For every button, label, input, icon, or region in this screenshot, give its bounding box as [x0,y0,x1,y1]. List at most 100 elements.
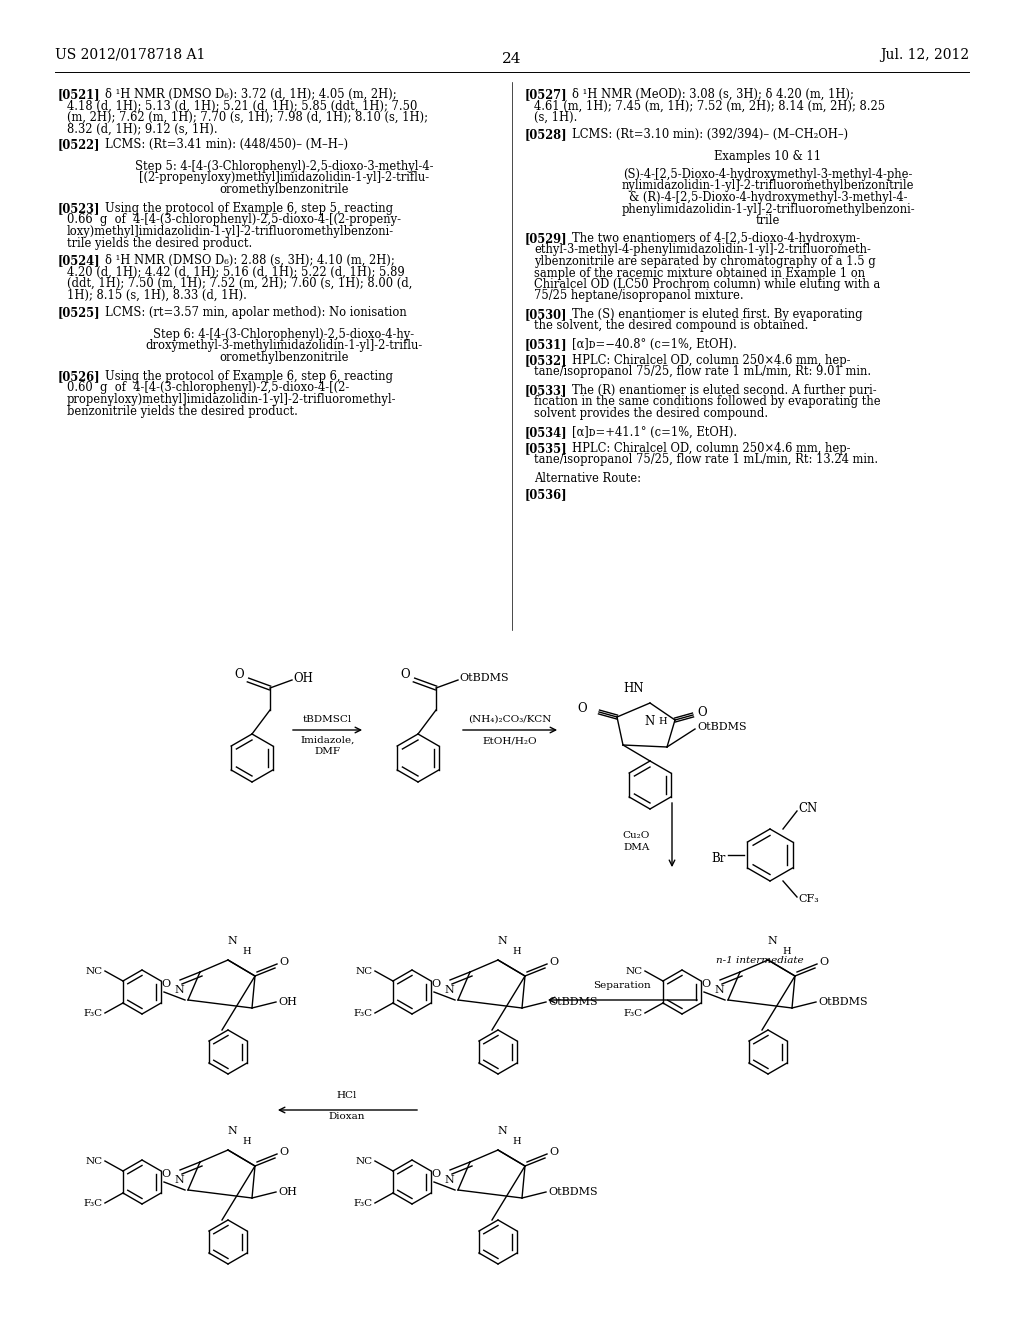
Text: (NH₄)₂CO₃/KCN: (NH₄)₂CO₃/KCN [468,715,552,723]
Text: [0533]: [0533] [525,384,567,397]
Text: F₃C: F₃C [624,1008,643,1018]
Text: Jul. 12, 2012: Jul. 12, 2012 [880,48,969,62]
Text: 1H); 8.15 (s, 1H), 8.33 (d, 1H).: 1H); 8.15 (s, 1H), 8.33 (d, 1H). [67,289,247,301]
Text: H: H [512,948,520,957]
Text: O: O [549,1147,558,1158]
Text: oromethylbenzonitrile: oromethylbenzonitrile [219,351,349,364]
Text: Chiralcel OD (LC50 Prochrom column) while eluting with a: Chiralcel OD (LC50 Prochrom column) whil… [534,279,881,290]
Text: benzonitrile yields the desired product.: benzonitrile yields the desired product. [67,404,298,417]
Text: N: N [174,985,184,995]
Text: [0529]: [0529] [525,232,567,246]
Text: Separation: Separation [593,981,651,990]
Text: OtBDMS: OtBDMS [548,997,598,1007]
Text: 24: 24 [502,51,522,66]
Text: [0530]: [0530] [525,308,567,321]
Text: H: H [512,1138,520,1147]
Text: H: H [242,1138,251,1147]
Text: sample of the racemic mixture obtained in Example 1 on: sample of the racemic mixture obtained i… [534,267,865,280]
Text: 8.32 (d, 1H); 9.12 (s, 1H).: 8.32 (d, 1H); 9.12 (s, 1H). [67,123,218,136]
Text: [α]ᴅ=−40.8° (c=1%, EtOH).: [α]ᴅ=−40.8° (c=1%, EtOH). [572,338,737,351]
Text: δ ¹H NMR (DMSO D₆): 2.88 (s, 3H); 4.10 (m, 2H);: δ ¹H NMR (DMSO D₆): 2.88 (s, 3H); 4.10 (… [105,253,394,267]
Text: N: N [444,985,454,995]
Text: [0524]: [0524] [58,253,100,267]
Text: [0525]: [0525] [58,306,100,319]
Text: H: H [658,717,667,726]
Text: tBDMSCl: tBDMSCl [303,715,352,723]
Text: N: N [227,936,237,946]
Text: OtBDMS: OtBDMS [459,673,509,682]
Text: O: O [431,1170,440,1179]
Text: (m, 2H); 7.62 (m, 1H); 7.70 (s, 1H); 7.98 (d, 1H); 8.10 (s, 1H);: (m, 2H); 7.62 (m, 1H); 7.70 (s, 1H); 7.9… [67,111,428,124]
Text: OH: OH [278,997,297,1007]
Text: F₃C: F₃C [84,1008,103,1018]
Text: [(2-propenyloxy)methyl]imidazolidin-1-yl]-2-triflu-: [(2-propenyloxy)methyl]imidazolidin-1-yl… [139,172,429,185]
Text: 4.20 (d, 1H); 4.42 (d, 1H); 5.16 (d, 1H); 5.22 (d, 1H); 5.89: 4.20 (d, 1H); 4.42 (d, 1H); 5.16 (d, 1H)… [67,265,404,279]
Text: LCMS: (rt=3.57 min, apolar method): No ionisation: LCMS: (rt=3.57 min, apolar method): No i… [105,306,407,319]
Text: F₃C: F₃C [354,1199,373,1208]
Text: N: N [174,1175,184,1185]
Text: HPLC: Chiralcel OD, column 250×4.6 mm, hep-: HPLC: Chiralcel OD, column 250×4.6 mm, h… [572,442,851,455]
Text: O: O [578,702,587,715]
Text: 4.18 (d, 1H); 5.13 (d, 1H); 5.21 (d, 1H); 5.85 (ddt, 1H); 7.50: 4.18 (d, 1H); 5.13 (d, 1H); 5.21 (d, 1H)… [67,99,418,112]
Text: tane/isopropanol 75/25, flow rate 1 mL/min, Rt: 9.01 min.: tane/isopropanol 75/25, flow rate 1 mL/m… [534,366,871,379]
Text: O: O [161,979,170,989]
Text: H: H [242,948,251,957]
Text: oromethylbenzonitrile: oromethylbenzonitrile [219,183,349,195]
Text: [0522]: [0522] [58,139,100,150]
Text: F₃C: F₃C [84,1199,103,1208]
Text: [0536]: [0536] [525,488,567,502]
Text: DMA: DMA [624,843,650,853]
Text: The two enantiomers of 4-[2,5-dioxo-4-hydroxym-: The two enantiomers of 4-[2,5-dioxo-4-hy… [572,232,860,246]
Text: O: O [234,668,244,681]
Text: OH: OH [293,672,313,685]
Text: 75/25 heptane/isopropanol mixture.: 75/25 heptane/isopropanol mixture. [534,289,743,302]
Text: nylimidazolidin-1-yl]-2-trifluoromethylbenzonitrile: nylimidazolidin-1-yl]-2-trifluoromethylb… [622,180,914,193]
Text: O: O [161,1170,170,1179]
Text: phenylimidazolidin-1-yl]-2-trifluoromethylbenzoni-: phenylimidazolidin-1-yl]-2-trifluorometh… [622,202,914,215]
Text: N: N [715,985,724,995]
Text: NC: NC [355,1156,373,1166]
Text: Examples 10 & 11: Examples 10 & 11 [715,150,821,162]
Text: N: N [497,936,507,946]
Text: propenyloxy)methyl]imidazolidin-1-yl]-2-trifluoromethyl-: propenyloxy)methyl]imidazolidin-1-yl]-2-… [67,393,396,407]
Text: [0521]: [0521] [58,88,100,102]
Text: O: O [697,705,707,718]
Text: US 2012/0178718 A1: US 2012/0178718 A1 [55,48,206,62]
Text: droxymethyl-3-methylimidazolidin-1-yl]-2-triflu-: droxymethyl-3-methylimidazolidin-1-yl]-2… [145,339,423,352]
Text: N: N [645,715,655,729]
Text: [0527]: [0527] [525,88,567,102]
Text: OtBDMS: OtBDMS [818,997,867,1007]
Text: trile yields the desired product.: trile yields the desired product. [67,236,252,249]
Text: N: N [497,1126,507,1137]
Text: & (R)-4-[2,5-Dioxo-4-hydroxymethyl-3-methyl-4-: & (R)-4-[2,5-Dioxo-4-hydroxymethyl-3-met… [629,191,907,205]
Text: [α]ᴅ=+41.1° (c=1%, EtOH).: [α]ᴅ=+41.1° (c=1%, EtOH). [572,426,737,440]
Text: δ ¹H NMR (DMSO D₆): 3.72 (d, 1H); 4.05 (m, 2H);: δ ¹H NMR (DMSO D₆): 3.72 (d, 1H); 4.05 (… [105,88,396,102]
Text: [0526]: [0526] [58,370,100,383]
Text: Br: Br [712,853,726,866]
Text: HCl: HCl [337,1092,357,1100]
Text: the solvent, the desired compound is obtained.: the solvent, the desired compound is obt… [534,319,808,333]
Text: n-1 intermediate: n-1 intermediate [716,956,804,965]
Text: HN: HN [624,682,644,696]
Text: LCMS: (Rt=3.41 min): (448/450)– (M–H–): LCMS: (Rt=3.41 min): (448/450)– (M–H–) [105,139,348,150]
Text: Using the protocol of Example 6, step 5, reacting: Using the protocol of Example 6, step 5,… [105,202,393,215]
Text: HPLC: Chiralcel OD, column 250×4.6 mm, hep-: HPLC: Chiralcel OD, column 250×4.6 mm, h… [572,354,851,367]
Text: O: O [819,957,828,968]
Text: (s, 1H).: (s, 1H). [534,111,578,124]
Text: N: N [767,936,777,946]
Text: O: O [700,979,710,989]
Text: OtBDMS: OtBDMS [697,722,746,733]
Text: The (S) enantiomer is eluted first. By evaporating: The (S) enantiomer is eluted first. By e… [572,308,862,321]
Text: 0.60  g  of  4-[4-(3-chlorophenyl)-2,5-dioxo-4-[(2-: 0.60 g of 4-[4-(3-chlorophenyl)-2,5-diox… [67,381,349,395]
Text: loxy)methyl]imidazolidin-1-yl]-2-trifluoromethylbenzoni-: loxy)methyl]imidazolidin-1-yl]-2-trifluo… [67,224,394,238]
Text: tane/isopropanol 75/25, flow rate 1 mL/min, Rt: 13.24 min.: tane/isopropanol 75/25, flow rate 1 mL/m… [534,454,879,466]
Text: (S)-4-[2,5-Dioxo-4-hydroxymethyl-3-methyl-4-phe-: (S)-4-[2,5-Dioxo-4-hydroxymethyl-3-methy… [624,168,912,181]
Text: Step 6: 4-[4-(3-Chlorophenyl)-2,5-dioxo-4-hy-: Step 6: 4-[4-(3-Chlorophenyl)-2,5-dioxo-… [154,327,415,341]
Text: Dioxan: Dioxan [329,1111,366,1121]
Text: DMF: DMF [314,747,340,756]
Text: Alternative Route:: Alternative Route: [534,473,641,484]
Text: Imidazole,: Imidazole, [300,737,354,744]
Text: δ ¹H NMR (MeOD): 3.08 (s, 3H); δ 4.20 (m, 1H);: δ ¹H NMR (MeOD): 3.08 (s, 3H); δ 4.20 (m… [572,88,854,102]
Text: O: O [431,979,440,989]
Text: trile: trile [756,214,780,227]
